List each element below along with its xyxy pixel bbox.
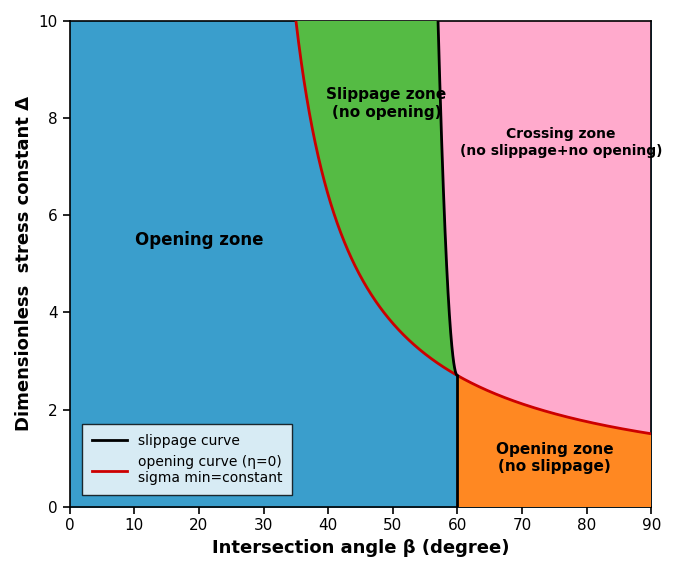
Text: Opening zone
(no slippage): Opening zone (no slippage) xyxy=(495,442,613,474)
Polygon shape xyxy=(438,21,651,507)
Legend: slippage curve, opening curve (η=0)
sigma min=constant: slippage curve, opening curve (η=0) sigm… xyxy=(82,424,292,495)
X-axis label: Intersection angle β (degree): Intersection angle β (degree) xyxy=(212,539,509,557)
Polygon shape xyxy=(458,375,651,507)
Text: Slippage zone
(no opening): Slippage zone (no opening) xyxy=(326,88,447,120)
Text: Crossing zone
(no slippage+no opening): Crossing zone (no slippage+no opening) xyxy=(460,128,662,157)
Polygon shape xyxy=(296,21,458,375)
Text: Opening zone: Opening zone xyxy=(135,231,263,249)
Y-axis label: Dimensionless  stress constant Δ: Dimensionless stress constant Δ xyxy=(15,96,33,431)
